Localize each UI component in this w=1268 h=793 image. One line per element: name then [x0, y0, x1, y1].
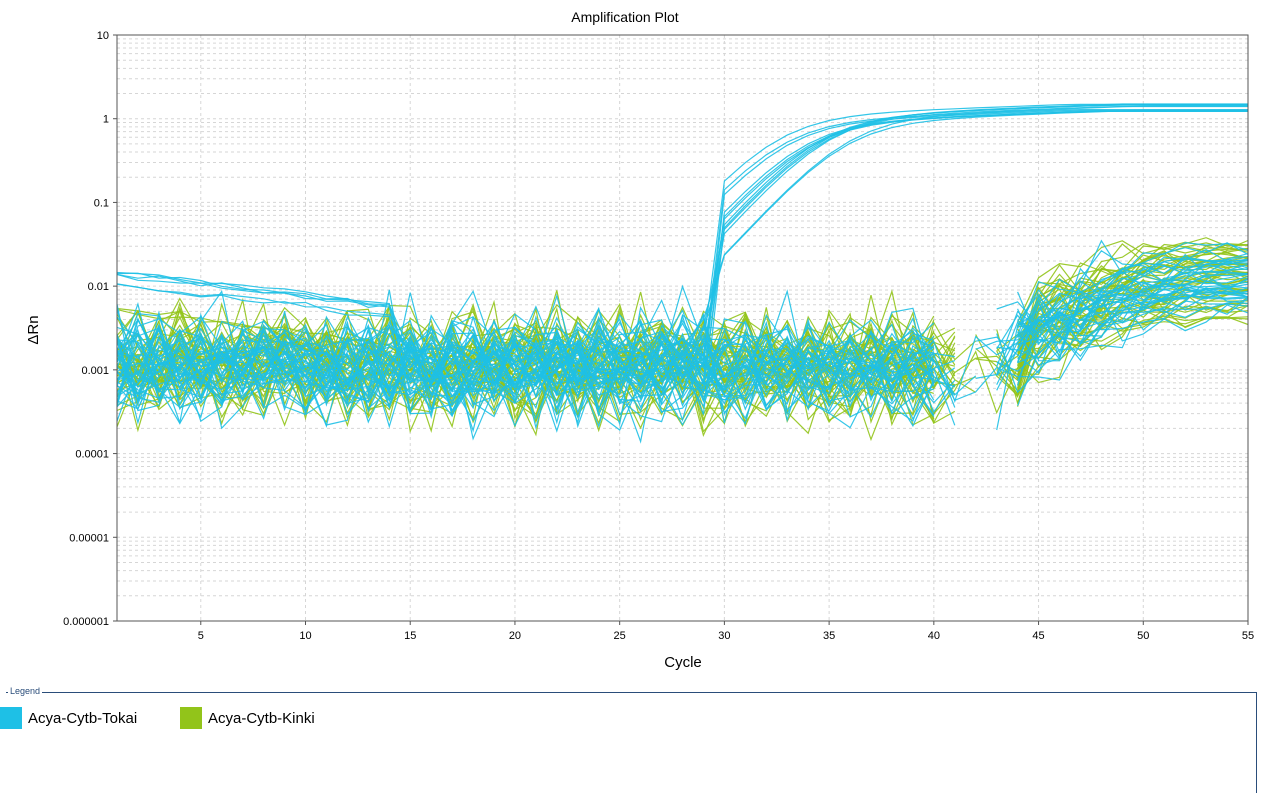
legend-box [6, 692, 1257, 793]
grid [117, 35, 1249, 622]
series-tokai-trace [116, 273, 1249, 431]
x-tick-label: 50 [1137, 630, 1149, 642]
legend-title: Legend [8, 686, 43, 696]
x-tick-label: 5 [198, 630, 204, 642]
x-tick-label: 10 [299, 630, 311, 642]
y-tick-label: 0.00001 [69, 532, 109, 544]
x-tick-label: 55 [1242, 630, 1254, 642]
y-tick-label: 0.1 [94, 197, 109, 209]
y-axis-title: ΔRn [25, 315, 42, 344]
legend-label-tokai: Acya-Cytb-Tokai [28, 709, 138, 727]
y-tick-label: 0.0001 [75, 449, 109, 461]
series-layer [116, 103, 1249, 444]
x-tick-label: 45 [1032, 630, 1044, 642]
y-tick-label: 10 [97, 30, 109, 42]
amplification-plot: 5 10 15 20 25 30 35 40 45 50 55 10 1 0.1 0.01 0.001 0.0… [25, 9, 1254, 671]
series-tokai-trace [116, 109, 1248, 422]
y-tick-label: 0.001 [81, 365, 109, 377]
series-tokai-trace [116, 262, 1249, 420]
series-tokai-trace [116, 281, 1249, 413]
legend-swatch-kinki [180, 707, 202, 729]
series-tokai-trace [116, 249, 1249, 419]
x-tick-label: 40 [928, 630, 940, 642]
x-axis-title: Cycle [664, 654, 702, 671]
x-axis-ticks: 5 10 15 20 25 30 35 40 45 50 55 [198, 621, 1254, 642]
x-tick-label: 25 [614, 630, 626, 642]
series-tokai-trace [116, 283, 1249, 429]
legend-item-kinki[interactable]: Acya-Cytb-Kinki [180, 707, 315, 729]
series-tokai-trace [116, 103, 1248, 403]
y-axis-ticks: 10 1 0.1 0.01 0.001 0.0001 0.00001 0.000001 [63, 30, 117, 628]
y-tick-label: 0.01 [88, 281, 109, 293]
series-tokai-trace [116, 109, 1248, 429]
legend-swatch-tokai [0, 707, 22, 729]
chart-title: Amplification Plot [571, 9, 678, 25]
x-tick-label: 30 [718, 630, 730, 642]
x-tick-label: 20 [509, 630, 521, 642]
legend-item-tokai[interactable]: Acya-Cytb-Tokai [0, 707, 137, 729]
series-tokai-trace [116, 275, 1249, 428]
plot-frame [116, 34, 1249, 622]
series-tokai-trace [116, 110, 1248, 409]
series-tokai-trace [116, 282, 1249, 421]
series-tokai-trace [116, 266, 1249, 418]
legend-label-kinki: Acya-Cytb-Kinki [208, 709, 315, 727]
y-tick-label: 1 [103, 114, 109, 126]
series-tokai-trace [116, 297, 1249, 418]
y-tick-label: 0.000001 [63, 616, 109, 628]
x-tick-label: 35 [823, 630, 835, 642]
series-tokai-trace [116, 239, 1249, 420]
x-tick-label: 15 [404, 630, 416, 642]
series-tokai-trace [116, 289, 1249, 425]
